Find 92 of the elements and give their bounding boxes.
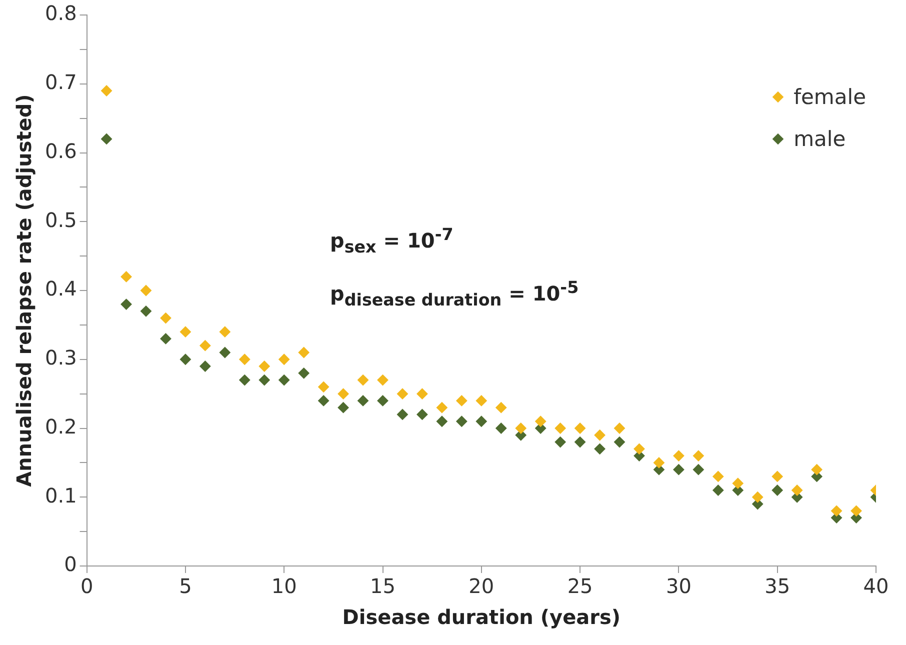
point	[396, 408, 408, 420]
point	[476, 395, 487, 406]
point	[496, 402, 507, 414]
point	[140, 306, 152, 317]
point	[614, 436, 626, 448]
y-tick-label: 0.8	[44, 1, 77, 26]
point	[673, 450, 684, 462]
point	[456, 416, 468, 427]
point	[574, 422, 586, 434]
point	[634, 443, 645, 454]
point	[692, 464, 704, 476]
point	[358, 395, 369, 406]
point	[377, 395, 388, 406]
y-tick-label: 0.3	[44, 346, 77, 370]
point	[298, 368, 310, 379]
x-tick-label: 15	[370, 574, 396, 598]
point	[219, 346, 230, 358]
x-tick-label: 25	[567, 574, 593, 598]
annotation: p$_{disease duration}$ = 10$^{-5}$	[330, 276, 579, 312]
legend-label: female	[794, 85, 866, 109]
point	[180, 326, 191, 338]
point	[554, 422, 566, 434]
point	[772, 484, 783, 496]
point	[515, 422, 526, 434]
annotation: p$_{sex}$ = 10$^{-7}$	[330, 224, 454, 259]
point	[200, 340, 211, 352]
point	[298, 346, 310, 358]
point	[160, 333, 172, 344]
point	[574, 436, 586, 448]
point	[338, 388, 349, 400]
point	[120, 298, 132, 310]
point	[792, 484, 803, 496]
point	[712, 470, 724, 482]
y-axis-title: Annualised relapse rate (adjusted)	[12, 94, 36, 487]
point	[436, 402, 448, 414]
point	[120, 271, 132, 282]
point	[101, 85, 112, 96]
point	[140, 285, 152, 296]
point	[594, 443, 606, 454]
point	[258, 360, 270, 372]
point	[594, 430, 606, 441]
x-tick-label: 5	[179, 574, 192, 598]
x-tick-label: 0	[80, 574, 94, 598]
point	[396, 388, 408, 400]
point	[180, 354, 191, 365]
point	[219, 326, 230, 338]
x-tick-label: 20	[468, 574, 494, 598]
x-axis-title: Disease duration (years)	[342, 605, 621, 630]
point	[653, 457, 664, 468]
point	[318, 381, 330, 392]
point	[258, 374, 270, 386]
point	[732, 478, 744, 489]
point	[160, 312, 172, 324]
point	[692, 450, 704, 462]
y-tick-label: 0.2	[44, 414, 77, 438]
point	[278, 354, 290, 365]
point	[752, 492, 764, 503]
point	[554, 436, 566, 448]
point	[338, 402, 349, 414]
point	[436, 416, 448, 427]
point	[239, 374, 250, 386]
point	[831, 505, 842, 516]
point	[772, 470, 783, 482]
point	[358, 374, 369, 386]
point	[673, 464, 684, 476]
point	[712, 484, 724, 496]
x-tick-label: 10	[271, 574, 297, 598]
point	[278, 374, 290, 386]
point	[496, 422, 507, 434]
y-tick-label: 0	[64, 552, 77, 576]
point	[476, 416, 487, 427]
point	[850, 505, 862, 516]
point	[416, 388, 428, 400]
point	[614, 422, 626, 434]
y-tick-label: 0.6	[44, 138, 77, 163]
x-tick-label: 30	[666, 574, 692, 598]
y-tick-label: 0.4	[44, 276, 77, 301]
point	[200, 360, 211, 372]
y-tick-label: 0.7	[44, 70, 77, 94]
point	[535, 416, 546, 427]
point	[318, 395, 330, 406]
point	[456, 395, 468, 406]
x-tick-label: 35	[764, 574, 790, 598]
legend-label: male	[794, 127, 846, 151]
point	[101, 133, 112, 144]
y-tick-label: 0.5	[44, 208, 77, 232]
point	[416, 408, 428, 420]
x-tick-label: 40	[863, 574, 889, 598]
point	[239, 354, 250, 365]
point	[811, 464, 822, 476]
point	[377, 374, 388, 386]
y-tick-label: 0.1	[44, 483, 77, 508]
